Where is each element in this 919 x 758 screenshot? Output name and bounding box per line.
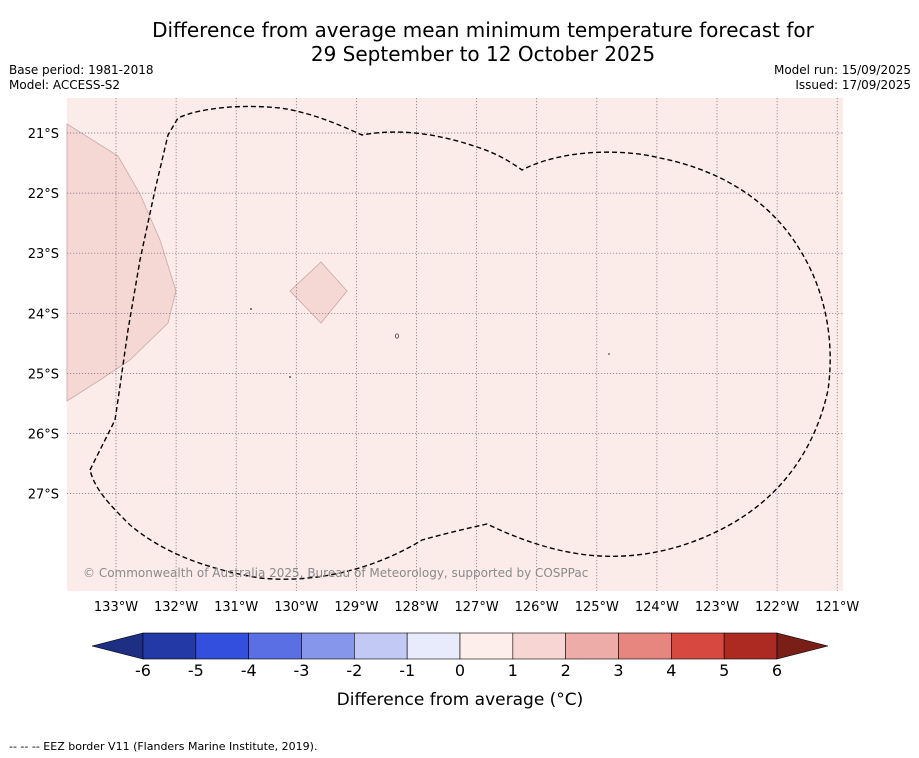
colorbar-tick-label: -6 [135, 661, 151, 680]
longitude-labels: 133°W 132°W 131°W 130°W 129°W 128°W 127°W 126°W… [94, 600, 860, 615]
colorbar-segment [301, 632, 355, 660]
latitude-label: 25°S [28, 367, 59, 382]
colorbar: -6 -5 -4 -3 -2 -1 0 1 2 3 4 5 6 Difference from aver… [91, 632, 829, 710]
longitude-label: 127°W [455, 600, 499, 615]
colorbar-tick-label: 3 [613, 661, 623, 680]
latitude-label: 22°S [28, 187, 59, 202]
colorbar-tick-label: -4 [241, 661, 257, 680]
longitude-label: 126°W [515, 600, 559, 615]
colorbar-extend-low [91, 632, 144, 660]
colorbar-tick-label: 6 [772, 661, 782, 680]
map-grid [67, 98, 843, 591]
base-period-text: Base period: 1981-2018 [9, 63, 154, 77]
longitude-label: 123°W [695, 600, 739, 615]
model-run-text: Model run: 15/09/2025 [773, 63, 911, 77]
colorbar-segment [459, 632, 514, 660]
longitude-label: 128°W [394, 600, 438, 615]
colorbar-segment [671, 632, 725, 660]
copyright-text: © Commonwealth of Australia 2025, Bureau… [83, 566, 588, 580]
colorbar-segment [512, 632, 566, 660]
latitude-label: 26°S [28, 428, 59, 443]
title-line-2: 29 September to 12 October 2025 [310, 42, 656, 66]
longitude-label: 131°W [214, 600, 258, 615]
longitude-label: 121°W [815, 600, 859, 615]
latitude-labels: 21°S 22°S 23°S 24°S 25°S 26°S 27°S [28, 127, 59, 503]
eez-legend-footnote: -- -- -- EEZ border V11 (Flanders Marine… [9, 740, 318, 753]
colorbar-tick-label: -3 [294, 661, 310, 680]
latitude-label: 23°S [28, 247, 59, 262]
island-marker [608, 353, 610, 355]
latitude-label: 21°S [28, 127, 59, 142]
colorbar-segment [248, 632, 302, 660]
metadata-right: Model run: 15/09/2025 Issued: 17/09/2025 [774, 63, 911, 93]
longitude-label: 122°W [755, 600, 799, 615]
colorbar-tick-label: -5 [188, 661, 204, 680]
colorbar-tick-labels: -6 -5 -4 -3 -2 -1 0 1 2 3 4 5 6 [135, 661, 782, 680]
colorbar-segment [565, 632, 619, 660]
colorbar-tick-label: 2 [561, 661, 571, 680]
latitude-label: 27°S [28, 488, 59, 503]
colorbar-segment [618, 632, 672, 660]
colorbar-tick-label: -2 [346, 661, 362, 680]
longitude-label: 130°W [274, 600, 318, 615]
colorbar-segment [406, 632, 461, 660]
colorbar-tick-label: -1 [399, 661, 415, 680]
eez-border [89, 105, 831, 580]
colorbar-segments [142, 632, 778, 660]
island-marker [395, 333, 399, 339]
colorbar-segment [142, 632, 197, 660]
metadata-left: Base period: 1981-2018 Model: ACCESS-S2 [9, 63, 154, 93]
model-text: Model: ACCESS-S2 [9, 78, 121, 92]
colorbar-segment [723, 632, 778, 660]
issued-text: Issued: 17/09/2025 [795, 78, 911, 92]
island-marker [250, 308, 252, 310]
longitude-label: 125°W [575, 600, 619, 615]
longitude-label: 129°W [334, 600, 378, 615]
colorbar-extend-high [776, 632, 829, 660]
colorbar-tick-label: 4 [666, 661, 676, 680]
colorbar-title: Difference from average (°C) [337, 690, 584, 710]
title-line-1: Difference from average mean minimum tem… [152, 18, 814, 42]
colorbar-tick-label: 5 [719, 661, 729, 680]
colorbar-segment [195, 632, 249, 660]
island-markers [250, 308, 610, 378]
colorbar-tick-label: 1 [508, 661, 518, 680]
latitude-label: 24°S [28, 307, 59, 322]
colorbar-tick-label: 0 [455, 661, 465, 680]
anomaly-region-island [289, 261, 348, 324]
map-title: Difference from average mean minimum tem… [0, 18, 919, 66]
map-background [67, 98, 843, 591]
longitude-label: 133°W [94, 600, 138, 615]
longitude-label: 124°W [635, 600, 679, 615]
island-marker [289, 376, 291, 378]
longitude-label: 132°W [154, 600, 198, 615]
colorbar-segment [354, 632, 408, 660]
